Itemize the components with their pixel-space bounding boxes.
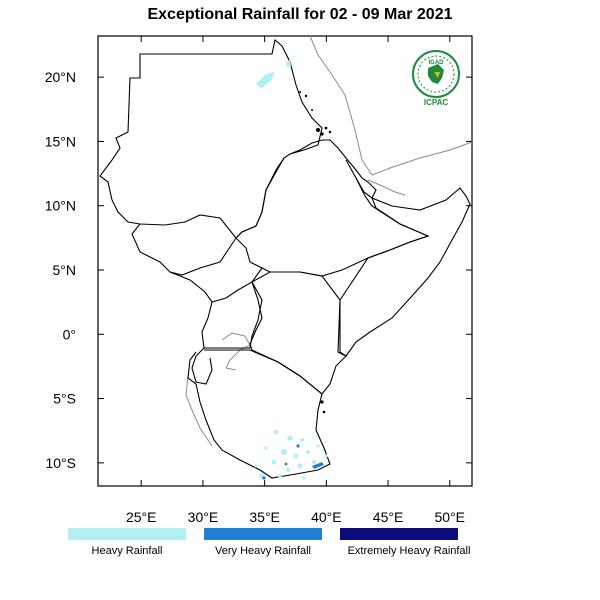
lat-tick-label: 5°S bbox=[53, 391, 76, 407]
lat-tick-label: 10°N bbox=[45, 198, 76, 214]
lon-tick-label: 45°E bbox=[373, 509, 404, 525]
legend-label-very-heavy: Very Heavy Rainfall bbox=[215, 545, 311, 557]
legend-swatch-very-heavy bbox=[204, 528, 322, 540]
lon-tick-label: 25°E bbox=[126, 509, 157, 525]
lat-tick-label: 20°N bbox=[45, 69, 76, 85]
logo-top-text: IGAD bbox=[429, 60, 445, 66]
lat-tick-label: 5°N bbox=[53, 262, 77, 278]
logo-bottom-text: ICPAC bbox=[424, 98, 449, 107]
country-borders bbox=[99, 38, 471, 479]
legend-label-heavy: Heavy Rainfall bbox=[91, 545, 163, 557]
heavy-rainfall-areas bbox=[254, 60, 328, 480]
igad-icpac-logo: IGAD ICPAC bbox=[412, 50, 460, 107]
lat-tick-label: 0° bbox=[63, 326, 76, 342]
lon-tick-label: 50°E bbox=[435, 509, 466, 525]
map-frame bbox=[97, 35, 473, 487]
islands bbox=[299, 91, 332, 414]
legend-label-extremely-heavy: Extremely Heavy Rainfall bbox=[347, 545, 471, 557]
legend-swatch-extremely-heavy bbox=[340, 528, 458, 540]
lat-tick-label: 10°S bbox=[45, 455, 76, 471]
lon-tick-label: 35°E bbox=[249, 509, 280, 525]
lon-tick-label: 40°E bbox=[311, 509, 342, 525]
map-title: Exceptional Rainfall for 02 - 09 Mar 202… bbox=[147, 6, 453, 23]
lat-tick-label: 15°N bbox=[45, 133, 76, 149]
very-heavy-rainfall-areas bbox=[262, 444, 324, 480]
lon-tick-label: 30°E bbox=[188, 509, 219, 525]
legend-swatch-heavy bbox=[68, 528, 186, 540]
axis-ticks: 25°E 30°E 35°E 40°E 45°E 50°E 20°N 15°N 10°N 5°N 0… bbox=[45, 36, 472, 525]
